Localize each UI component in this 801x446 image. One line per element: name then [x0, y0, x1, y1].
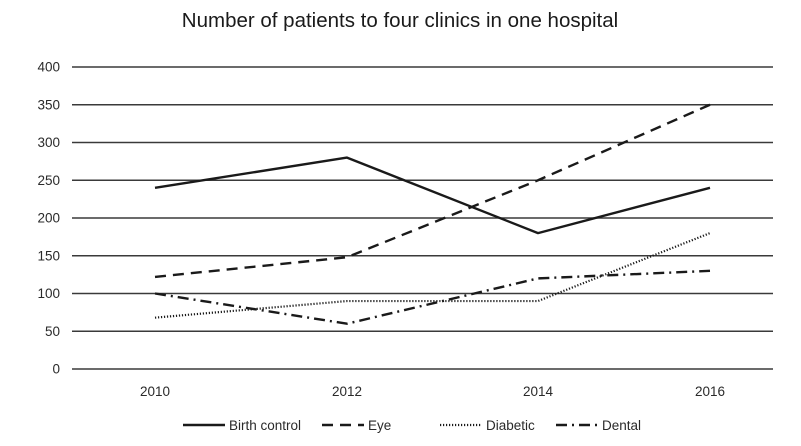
series-line-birth-control [155, 158, 710, 234]
gridlines [72, 67, 773, 369]
legend-label: Diabetic [486, 418, 535, 433]
legend-label: Eye [368, 418, 391, 433]
y-tick-label: 400 [37, 60, 60, 75]
legend: Birth control Eye Diabetic Dental [183, 418, 641, 433]
series-line-dental [155, 271, 710, 324]
y-tick-label: 300 [37, 135, 60, 150]
x-axis-ticks: 2010 2012 2014 2016 [140, 384, 725, 399]
legend-label: Dental [602, 418, 641, 433]
chart-title: Number of patients to four clinics in on… [182, 9, 618, 32]
legend-label: Birth control [229, 418, 301, 433]
y-tick-label: 200 [37, 211, 60, 226]
x-tick-label: 2010 [140, 384, 170, 399]
y-axis-ticks: 0 50 100 150 200 250 300 350 400 [37, 60, 60, 377]
y-tick-label: 0 [52, 362, 60, 377]
y-tick-label: 350 [37, 97, 60, 112]
y-tick-label: 250 [37, 173, 60, 188]
series-lines [155, 105, 710, 324]
x-tick-label: 2016 [695, 384, 725, 399]
x-tick-label: 2012 [332, 384, 362, 399]
y-tick-label: 150 [37, 248, 60, 263]
x-tick-label: 2014 [523, 384, 554, 399]
y-tick-label: 50 [45, 324, 60, 339]
y-tick-label: 100 [37, 286, 60, 301]
series-line-diabetic [155, 233, 710, 318]
